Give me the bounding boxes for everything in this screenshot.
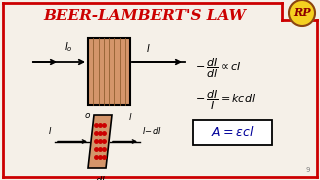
Bar (88, 38, 130, 105)
Circle shape (289, 0, 315, 26)
Text: $l$: $l$ (128, 111, 132, 122)
Text: BEER-LAMBERT'S LAW: BEER-LAMBERT'S LAW (44, 9, 246, 23)
Text: RP: RP (293, 8, 311, 19)
Text: 9: 9 (306, 167, 310, 173)
Text: $I$: $I$ (146, 42, 150, 54)
Polygon shape (88, 115, 112, 168)
Text: $dI$: $dI$ (95, 174, 105, 180)
Text: $I\!-\!dI$: $I\!-\!dI$ (142, 125, 162, 136)
Text: $A = \varepsilon cl$: $A = \varepsilon cl$ (211, 125, 254, 140)
Text: $o$: $o$ (84, 111, 92, 120)
Text: $I_o$: $I_o$ (64, 40, 72, 54)
Bar (193, 120, 272, 145)
Text: $-\,\dfrac{dI}{I} = kcdl$: $-\,\dfrac{dI}{I} = kcdl$ (195, 88, 256, 112)
Text: $-\,\dfrac{dI}{dl} \propto cI$: $-\,\dfrac{dI}{dl} \propto cI$ (195, 56, 241, 80)
Text: $I$: $I$ (48, 125, 52, 136)
